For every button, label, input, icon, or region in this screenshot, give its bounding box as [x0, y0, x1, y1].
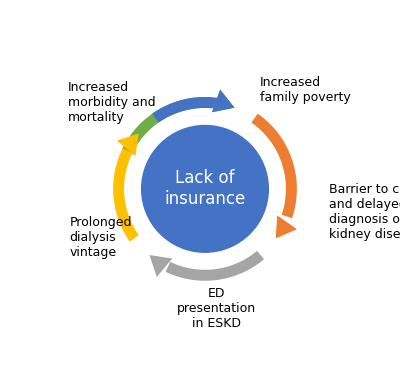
- Polygon shape: [113, 148, 139, 242]
- Text: Barrier to care
and delayed
diagnosis of
kidney disease: Barrier to care and delayed diagnosis of…: [329, 183, 400, 241]
- Text: Lack of
insurance: Lack of insurance: [164, 169, 246, 208]
- Polygon shape: [212, 90, 234, 112]
- Polygon shape: [117, 134, 139, 156]
- Polygon shape: [212, 90, 234, 112]
- Text: Increased
family poverty: Increased family poverty: [260, 76, 350, 104]
- Polygon shape: [166, 251, 264, 281]
- Polygon shape: [150, 255, 172, 277]
- Text: Increased
morbidity and
mortality: Increased morbidity and mortality: [68, 81, 156, 124]
- Text: Prolonged
dialysis
vintage: Prolonged dialysis vintage: [70, 216, 132, 259]
- Text: ED
presentation
in ESKD: ED presentation in ESKD: [177, 287, 256, 330]
- Polygon shape: [122, 97, 212, 155]
- Polygon shape: [276, 215, 297, 238]
- Polygon shape: [152, 97, 221, 123]
- Polygon shape: [252, 114, 297, 218]
- Circle shape: [142, 126, 268, 252]
